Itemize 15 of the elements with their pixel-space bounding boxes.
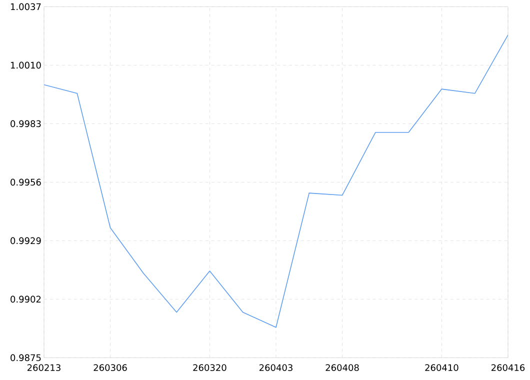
y-tick-label: 1.0010: [10, 62, 41, 69]
y-tick-label: 0.9902: [10, 296, 41, 303]
x-tick-label: 260410: [425, 364, 458, 372]
x-tick-label: 260213: [27, 364, 60, 372]
x-tick-label: 260320: [193, 364, 226, 372]
x-tick-label: 260408: [326, 364, 359, 372]
y-tick-label: 0.9956: [10, 178, 41, 186]
y-tick-label: 0.9983: [10, 120, 41, 128]
x-tick-label: 260416: [491, 364, 525, 372]
line-series: [44, 34, 508, 328]
y-tick-label: 1.0037: [10, 3, 41, 10]
y-tick-label: 0.9875: [10, 354, 41, 362]
x-tick-label: 260403: [259, 364, 292, 372]
x-tick-label: 260306: [94, 364, 127, 372]
y-tick-label: 0.9929: [10, 237, 41, 244]
